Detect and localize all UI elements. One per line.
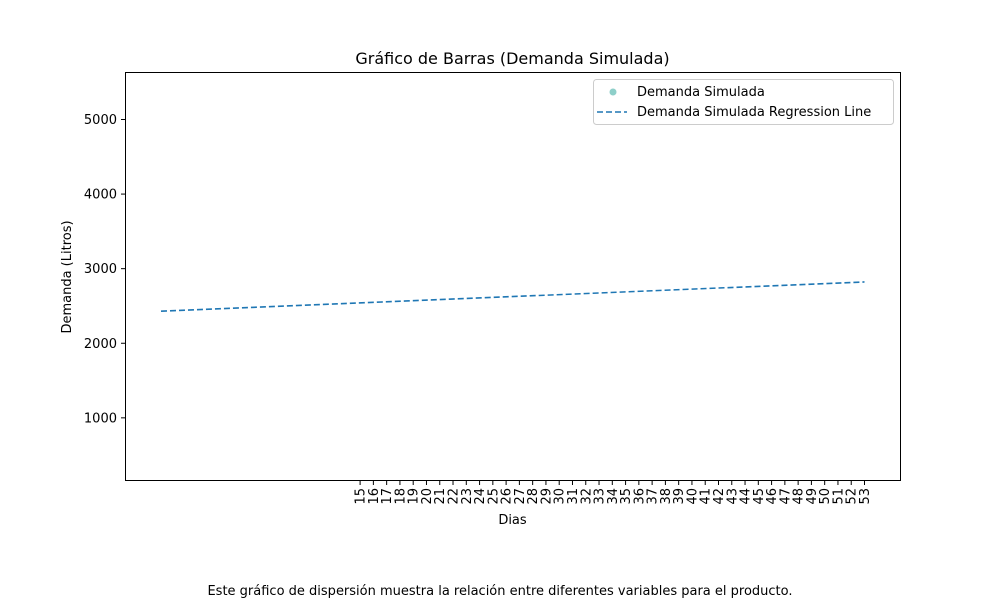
plot-frame <box>125 72 901 481</box>
x-tick-label: 38 <box>659 488 674 505</box>
x-tick-label: 47 <box>778 488 793 505</box>
x-tick-label: 52 <box>845 488 860 505</box>
x-tick-label: 41 <box>699 488 714 505</box>
x-tick-label: 49 <box>805 488 820 505</box>
x-tick-label: 16 <box>367 488 382 505</box>
y-tick-label: 2000 <box>84 337 117 352</box>
x-tick-label: 46 <box>765 488 780 505</box>
x-tick-label: 40 <box>685 488 700 505</box>
chart-caption: Este gráfico de dispersión muestra la re… <box>207 584 793 599</box>
x-tick-label: 18 <box>393 488 408 505</box>
x-tick-label: 21 <box>433 488 448 505</box>
x-tick-label: 53 <box>858 488 873 505</box>
x-tick-label: 32 <box>579 488 594 505</box>
x-tick-label: 48 <box>792 488 807 505</box>
x-tick-label: 36 <box>632 488 647 505</box>
chart-title: Gráfico de Barras (Demanda Simulada) <box>355 49 669 68</box>
x-tick-label: 33 <box>593 488 608 505</box>
x-tick-label: 44 <box>739 488 754 505</box>
y-tick-label: 3000 <box>84 262 117 277</box>
x-tick-label: 27 <box>513 488 528 505</box>
x-tick-label: 42 <box>712 488 727 505</box>
x-tick-label: 45 <box>752 488 767 505</box>
x-tick-label: 43 <box>725 488 740 505</box>
x-axis-label: Dias <box>498 513 527 528</box>
x-tick-label: 15 <box>354 488 369 505</box>
x-tick-label: 31 <box>566 488 581 505</box>
x-tick-label: 37 <box>646 488 661 505</box>
x-tick-label: 20 <box>420 488 435 505</box>
x-tick-label: 29 <box>539 488 554 505</box>
legend-label-scatter: Demanda Simulada <box>637 85 765 100</box>
y-tick-label: 1000 <box>84 411 117 426</box>
x-tick-label: 35 <box>619 488 634 505</box>
x-tick-label: 19 <box>407 488 422 505</box>
x-tick-label: 50 <box>818 488 833 505</box>
legend-box <box>593 79 894 125</box>
plot-layer <box>160 281 865 312</box>
x-tick-label: 34 <box>606 488 621 505</box>
y-axis-label: Demanda (Litros) <box>60 220 75 333</box>
y-tick-label: 5000 <box>84 113 117 128</box>
x-tick-label: 30 <box>553 488 568 505</box>
legend: Demanda Simulada Demanda Simulada Regres… <box>593 79 894 125</box>
x-tick-label: 51 <box>831 488 846 505</box>
legend-label-regression: Demanda Simulada Regression Line <box>637 105 871 120</box>
x-tick-label: 22 <box>447 488 462 505</box>
regression-line <box>160 281 865 312</box>
x-tick-label: 26 <box>500 488 515 505</box>
y-tick-label: 4000 <box>84 188 117 203</box>
x-tick-label: 24 <box>473 488 488 505</box>
x-tick-label: 17 <box>380 488 395 505</box>
x-tick-label: 25 <box>486 488 501 505</box>
legend-scatter-marker <box>609 88 617 96</box>
x-tick-label: 39 <box>672 488 687 505</box>
x-tick-label: 28 <box>526 488 541 505</box>
x-tick-label: 23 <box>460 488 475 505</box>
